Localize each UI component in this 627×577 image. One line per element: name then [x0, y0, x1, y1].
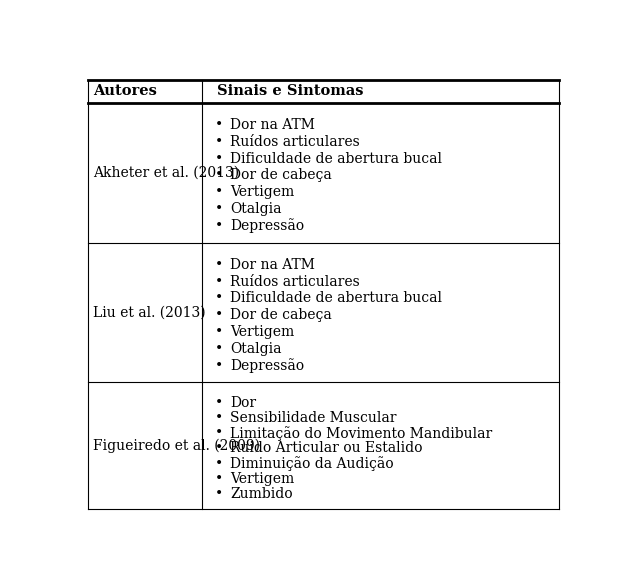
Text: Ruido Articular ou Estalido: Ruido Articular ou Estalido [231, 441, 423, 455]
Text: •: • [215, 202, 223, 216]
Text: Diminuição da Audição: Diminuição da Audição [231, 456, 394, 471]
Text: Ruídos articulares: Ruídos articulares [231, 135, 361, 149]
Text: Zumbido: Zumbido [231, 487, 293, 501]
Text: Dor na ATM: Dor na ATM [231, 258, 315, 272]
Text: •: • [215, 152, 223, 166]
Text: Vertigem: Vertigem [231, 185, 295, 199]
Text: •: • [215, 135, 223, 149]
Text: •: • [215, 168, 223, 182]
Text: •: • [215, 487, 223, 501]
Text: •: • [215, 185, 223, 199]
Text: Dor: Dor [231, 396, 256, 410]
Text: Dificuldade de abertura bucal: Dificuldade de abertura bucal [231, 291, 443, 305]
Text: Dor na ATM: Dor na ATM [231, 118, 315, 132]
Text: Vertigem: Vertigem [231, 325, 295, 339]
Text: •: • [215, 441, 223, 455]
Text: Ruídos articulares: Ruídos articulares [231, 275, 361, 288]
Text: Sensibilidade Muscular: Sensibilidade Muscular [231, 411, 397, 425]
Text: •: • [215, 291, 223, 305]
Text: •: • [215, 219, 223, 233]
Text: •: • [215, 426, 223, 440]
Text: •: • [215, 411, 223, 425]
Text: •: • [215, 472, 223, 486]
Text: Liu et al. (2013): Liu et al. (2013) [93, 305, 206, 320]
Text: •: • [215, 308, 223, 323]
Text: Depressão: Depressão [231, 218, 305, 233]
Text: Akheter et al. (2013): Akheter et al. (2013) [93, 166, 239, 179]
Text: •: • [215, 275, 223, 288]
Text: Dor de cabeça: Dor de cabeça [231, 168, 332, 182]
Text: •: • [215, 118, 223, 132]
Text: •: • [215, 359, 223, 373]
Text: Vertigem: Vertigem [231, 472, 295, 486]
Text: Limitação do Movimento Mandibular: Limitação do Movimento Mandibular [231, 426, 493, 441]
Text: •: • [215, 456, 223, 470]
Text: Figueiredo et al. (2009): Figueiredo et al. (2009) [93, 439, 260, 453]
Text: •: • [215, 258, 223, 272]
Text: Dificuldade de abertura bucal: Dificuldade de abertura bucal [231, 152, 443, 166]
Text: •: • [215, 342, 223, 356]
Text: Otalgia: Otalgia [231, 342, 282, 356]
Text: •: • [215, 396, 223, 410]
Text: Sinais e Sintomas: Sinais e Sintomas [217, 84, 364, 99]
Text: Otalgia: Otalgia [231, 202, 282, 216]
Text: Depressão: Depressão [231, 358, 305, 373]
Text: Dor de cabeça: Dor de cabeça [231, 308, 332, 323]
Text: Autores: Autores [93, 84, 157, 99]
Text: •: • [215, 325, 223, 339]
